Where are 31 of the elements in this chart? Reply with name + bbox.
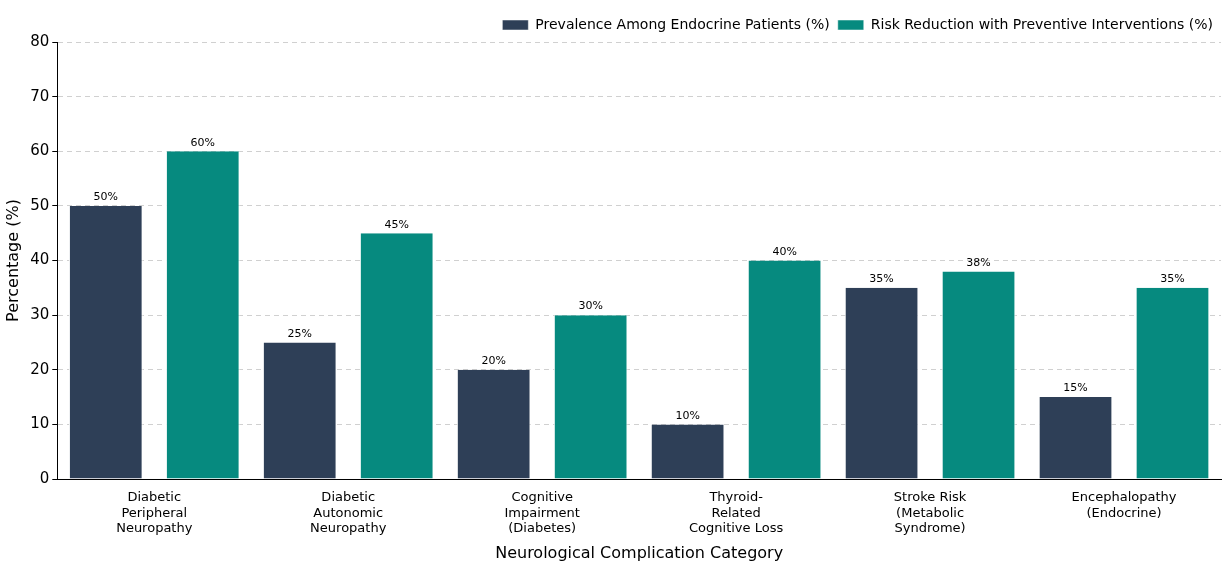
data-label: 10% — [675, 408, 700, 422]
data-label: 20% — [481, 354, 506, 368]
y-tick-label: 20 — [30, 359, 50, 378]
data-label: 30% — [578, 299, 603, 313]
y-tick-label: 30 — [30, 305, 50, 324]
data-label: 38% — [966, 255, 991, 269]
x-tick-label: Thyroid- Related Cognitive Loss — [689, 489, 784, 536]
data-label: 25% — [287, 326, 312, 340]
y-tick-label: 10 — [30, 414, 50, 433]
y-tick-label: 40 — [30, 250, 50, 269]
data-label: 15% — [1063, 381, 1088, 395]
y-tick-label: 70 — [30, 86, 50, 105]
legend-label: Risk Reduction with Preventive Interventions (%) — [870, 15, 1213, 32]
y-tick-label: 50 — [30, 195, 50, 214]
y-tick-label: 80 — [30, 31, 50, 50]
y-tick-label: 0 — [39, 468, 50, 487]
data-label: 60% — [190, 135, 215, 149]
data-label: 45% — [384, 217, 409, 231]
x-tick-label: Cognitive Impairment (Diabetes) — [504, 489, 580, 536]
data-label: 50% — [93, 190, 118, 204]
data-label: 40% — [772, 244, 797, 258]
data-label: 35% — [1160, 272, 1185, 286]
x-tick-label: Diabetic Autonomic Neuropathy — [310, 489, 387, 536]
y-axis-title: Percentage (%) — [2, 199, 22, 322]
x-tick-label: Stroke Risk (Metabolic Syndrome) — [893, 489, 967, 536]
x-axis-title: Neurological Complication Category — [495, 542, 784, 562]
x-tick-label: Diabetic Peripheral Neuropathy — [116, 489, 193, 536]
y-tick-label: 60 — [30, 141, 50, 160]
x-tick-label: Encephalopathy (Endocrine) — [1071, 489, 1177, 520]
legend-label: Prevalence Among Endocrine Patients (%) — [535, 15, 830, 32]
data-label: 35% — [869, 272, 894, 286]
